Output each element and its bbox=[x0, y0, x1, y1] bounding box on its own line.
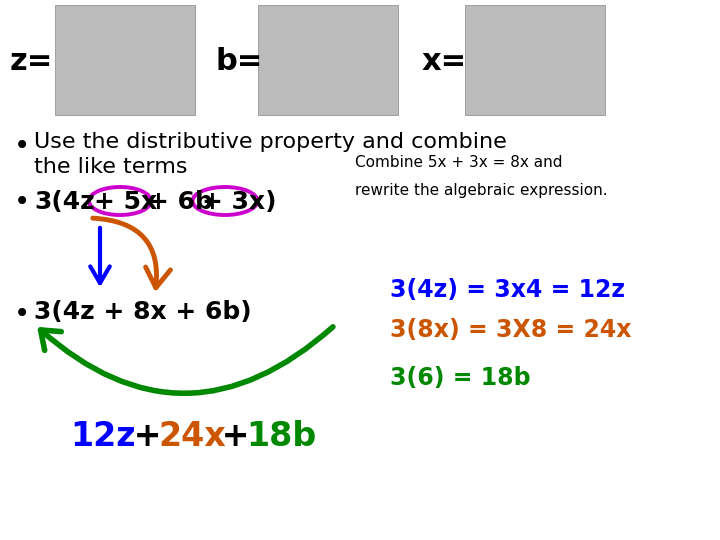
Text: 3(4z) = 3x4 = 12z: 3(4z) = 3x4 = 12z bbox=[390, 278, 625, 302]
Text: 3(4z: 3(4z bbox=[34, 190, 95, 214]
Text: 18b: 18b bbox=[246, 420, 316, 453]
Text: 24x: 24x bbox=[158, 420, 226, 453]
Text: b=: b= bbox=[215, 48, 262, 77]
Text: x=: x= bbox=[422, 48, 467, 77]
FancyBboxPatch shape bbox=[465, 5, 605, 115]
FancyBboxPatch shape bbox=[55, 5, 195, 115]
Text: 3(4z + 8x + 6b): 3(4z + 8x + 6b) bbox=[34, 300, 251, 324]
Text: +: + bbox=[122, 420, 173, 453]
Text: 12z: 12z bbox=[70, 420, 135, 453]
Text: rewrite the algebraic expression.: rewrite the algebraic expression. bbox=[355, 183, 608, 198]
Text: + 5x: + 5x bbox=[94, 190, 157, 214]
Text: •: • bbox=[14, 132, 30, 160]
Text: Combine 5x + 3x = 8x and: Combine 5x + 3x = 8x and bbox=[355, 155, 562, 170]
Text: z=: z= bbox=[10, 48, 53, 77]
Text: +: + bbox=[210, 420, 261, 453]
Text: 3(6) = 18b: 3(6) = 18b bbox=[390, 366, 531, 390]
Text: + 6b: + 6b bbox=[148, 190, 213, 214]
Text: + 3x): + 3x) bbox=[202, 190, 276, 214]
Text: •: • bbox=[14, 188, 30, 216]
Text: Use the distributive property and combine: Use the distributive property and combin… bbox=[34, 132, 507, 152]
FancyBboxPatch shape bbox=[258, 5, 398, 115]
Text: •: • bbox=[14, 300, 30, 328]
FancyArrowPatch shape bbox=[90, 228, 109, 283]
Text: 3(8x) = 3X8 = 24x: 3(8x) = 3X8 = 24x bbox=[390, 318, 631, 342]
FancyArrowPatch shape bbox=[40, 327, 333, 393]
FancyArrowPatch shape bbox=[93, 218, 171, 288]
Text: the like terms: the like terms bbox=[34, 157, 187, 177]
